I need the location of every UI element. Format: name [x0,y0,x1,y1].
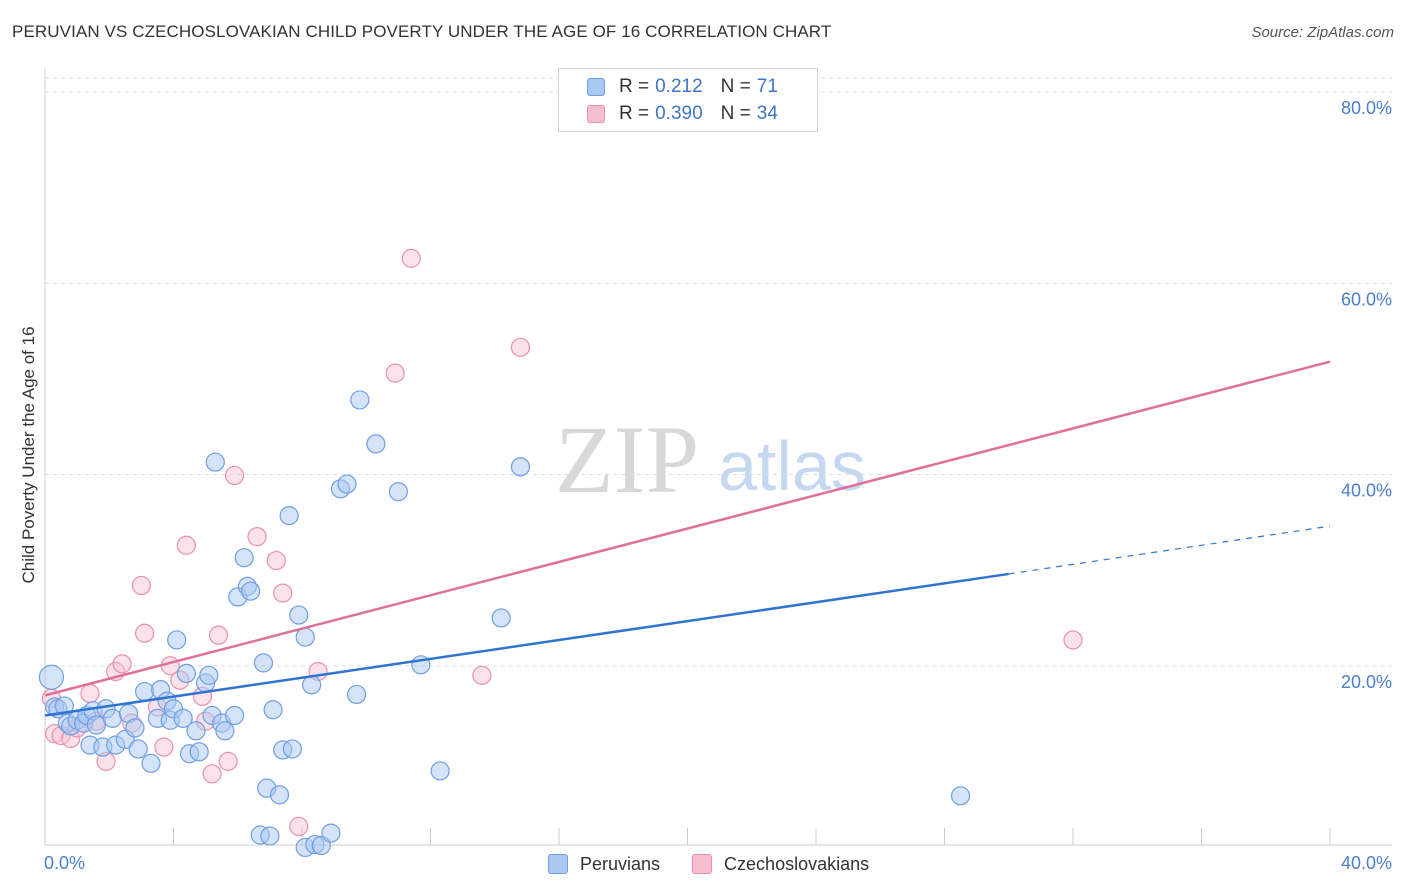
bottom-legend-peruvians[interactable]: Peruvians [548,854,660,875]
czech-point [247,527,267,547]
czech-point [472,665,492,685]
czech-point [131,575,151,596]
legend-n-value: 34 [756,103,778,124]
legend-r-label: R = [619,76,650,97]
legend-r-label: R = [619,103,650,124]
czech-point [385,363,405,383]
peruvian-point [125,718,145,738]
czech-point [154,737,174,757]
peruvian-point [253,653,274,673]
czech-point [510,337,531,357]
peruvian-point [38,664,65,690]
peruvian-point [199,665,219,685]
peruvian-point [282,739,302,759]
peruvian-point [167,630,187,650]
peruvian-point [224,705,245,726]
tick-labels: 20.0% 40.0% 60.0% 80.0% 0.0% 40.0% [44,98,1392,873]
legend-n-label: N = [720,76,751,97]
peruvian-point [141,753,161,773]
peruvian-point [173,708,193,728]
peruvian-point [102,708,123,728]
czech-point [202,764,222,784]
peruvian-point [269,785,290,805]
peruvian-point [279,506,299,526]
legend-n-value: 71 [756,76,778,97]
czech-point [80,683,100,704]
czech-point [289,816,309,837]
czech-point [218,751,238,771]
peruvian-point [186,721,206,741]
legend-r-value: 0.390 [655,103,703,124]
x-tick-label: 40.0% [1341,853,1392,873]
czech-point [112,654,132,674]
watermark-atlas: atlas [718,427,866,505]
chart-title: PERUVIAN VS CZECHOSLOVAKIAN CHILD POVERT… [12,22,832,41]
bottom-legend-label: Czechoslovakians [724,853,870,874]
peruvians-swatch [587,78,605,96]
peruvian-point [189,742,209,762]
peruvian-point [176,663,196,684]
y-tick-label: 40.0% [1341,481,1392,501]
czech-point [224,465,245,486]
peruvian-point [350,390,370,410]
czech-point [208,625,229,645]
peruvian-point [241,581,261,601]
peruvian-point [263,700,283,720]
peruvian-point [510,457,531,477]
peruvian-point [234,548,254,568]
y-tick-label: 80.0% [1341,98,1392,118]
legend-r-value: 0.212 [655,76,703,97]
trendlines [44,360,1331,717]
peruvian-point [366,434,386,454]
czech-point [134,623,155,643]
peruvian-point [260,826,280,846]
czechoslovakians-swatch [587,105,605,123]
peruvian-point [491,608,511,628]
czechoslovakians-swatch [692,854,713,874]
czech-point [1063,630,1083,650]
czech-trendline [44,360,1331,697]
y-axis-label: Child Poverty Under the Age of 16 [19,326,38,583]
peruvian-trendline [44,572,1009,717]
legend-row-czechoslovakians: R = 0.390 N = 34 [587,102,778,126]
peruvian-point [430,761,450,781]
peruvian-point [134,681,155,702]
x-tick-label: 0.0% [44,853,85,873]
czech-point [176,535,196,555]
legend: R = 0.212 N = 71 R = 0.390 N = 34 [558,68,818,132]
peruvian-point [295,627,315,647]
peruvian-point [950,786,971,806]
legend-n-label: N = [720,103,751,124]
peruvian-point [215,721,235,741]
peruvian-points [38,390,971,858]
peruvian-point [347,684,367,705]
peruvian-point [337,474,357,494]
peruvian-point [321,823,341,843]
peruvian-point [302,675,322,695]
bottom-legend: Peruvians Czechoslovakians [548,852,901,876]
chart-source: Source: ZipAtlas.com [1251,24,1394,41]
czech-point [401,248,421,268]
peruvian-point [128,739,148,759]
peruvians-swatch [548,854,568,874]
czech-point [273,583,293,603]
bottom-legend-czechoslovakians[interactable]: Czechoslovakians [692,854,869,875]
peruvian-point [289,605,309,625]
watermark-zip: ZIP [555,406,699,513]
peruvian-point [388,482,408,502]
peruvian-point [86,715,107,735]
bottom-legend-label: Peruvians [580,853,661,874]
legend-row-peruvians: R = 0.212 N = 71 [587,75,778,99]
peruvian-trendline-extension [1008,525,1331,575]
y-tick-label: 60.0% [1341,289,1392,309]
czech-point [266,550,286,571]
peruvian-point [205,452,225,472]
y-tick-label: 20.0% [1341,672,1392,692]
